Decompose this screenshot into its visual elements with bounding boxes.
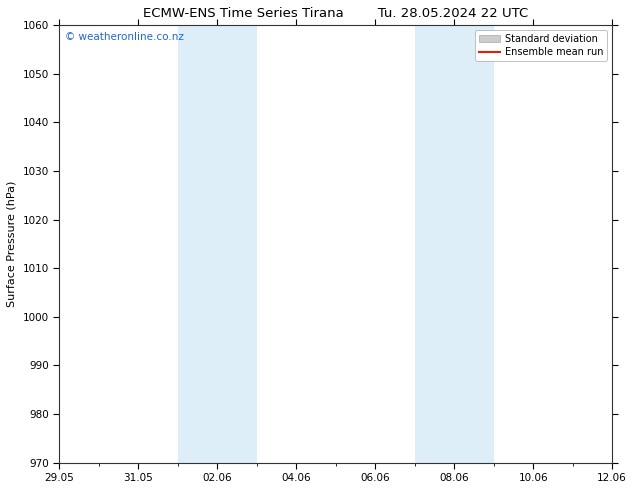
Title: ECMW-ENS Time Series Tirana        Tu. 28.05.2024 22 UTC: ECMW-ENS Time Series Tirana Tu. 28.05.20… bbox=[143, 7, 528, 20]
Bar bbox=[178, 25, 257, 463]
Legend: Standard deviation, Ensemble mean run: Standard deviation, Ensemble mean run bbox=[475, 30, 607, 61]
Text: © weatheronline.co.nz: © weatheronline.co.nz bbox=[65, 32, 184, 42]
Y-axis label: Surface Pressure (hPa): Surface Pressure (hPa) bbox=[7, 181, 17, 307]
Bar bbox=[415, 25, 494, 463]
